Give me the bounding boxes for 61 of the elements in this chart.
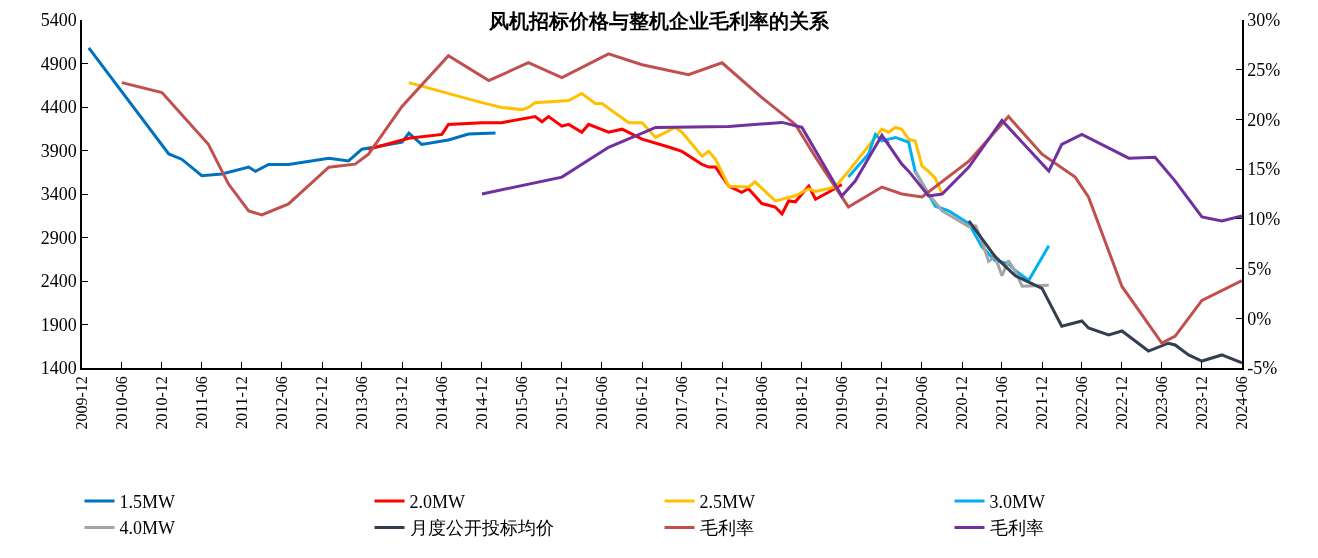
x-tick-label: 2018-06: [753, 376, 771, 430]
chart-title: 风机招标价格与整机企业毛利率的关系: [488, 9, 830, 32]
x-tick-label: 2021-06: [993, 376, 1011, 430]
x-tick-label: 2017-06: [673, 376, 691, 430]
y-tick-label: 5400: [40, 10, 77, 31]
x-tick-label: 2010-12: [153, 376, 171, 430]
x-tick-label: 2013-12: [393, 376, 411, 430]
line-series: [407, 81, 944, 203]
y2-tick-label: 25%: [1247, 60, 1281, 81]
x-tick-label: 2020-06: [913, 376, 931, 430]
x-tick-label: 2015-12: [553, 376, 571, 430]
x-tick-label: 2014-06: [433, 376, 451, 430]
x-tick-label: 2016-06: [593, 376, 611, 430]
y-tick-label: 3400: [40, 184, 77, 205]
legend-label: 2.0MW: [409, 492, 465, 513]
line-series: [967, 219, 1242, 365]
y-tick-label: 1400: [40, 358, 77, 379]
x-tick-label: 2017-12: [713, 376, 731, 430]
x-tick-label: 2011-12: [233, 376, 251, 429]
legend-label: 1.5MW: [119, 492, 175, 513]
y-tick-label: 2900: [40, 227, 77, 248]
x-tick-label: 2016-12: [633, 376, 651, 430]
line-series: [120, 52, 1242, 345]
x-tick-label: 2023-12: [1193, 376, 1211, 430]
x-tick-label: 2009-12: [73, 376, 91, 430]
x-tick-label: 2024-06: [1233, 376, 1251, 430]
legend-label: 毛利率: [989, 518, 1044, 539]
legend-label: 毛利率: [699, 518, 754, 539]
y-tick-label: 1900: [40, 314, 77, 335]
x-tick-label: 2012-12: [313, 376, 331, 430]
x-tick-label: 2022-06: [1073, 376, 1091, 430]
y2-tick-label: 15%: [1247, 159, 1281, 180]
x-tick-label: 2011-06: [193, 376, 211, 429]
y2-tick-label: 30%: [1247, 10, 1281, 31]
y-tick-label: 2400: [40, 271, 77, 292]
x-tick-label: 2010-06: [113, 376, 131, 430]
x-tick-label: 2014-12: [473, 376, 491, 430]
legend-label: 4.0MW: [119, 518, 175, 539]
y2-tick-label: -5%: [1247, 358, 1278, 379]
line-series: [87, 46, 498, 178]
x-tick-label: 2019-06: [833, 376, 851, 430]
x-tick-label: 2018-12: [793, 376, 811, 430]
y-tick-label: 4400: [40, 97, 77, 118]
x-tick-label: 2023-06: [1153, 376, 1171, 430]
x-tick-label: 2020-12: [953, 376, 971, 430]
y-tick-label: 3900: [40, 140, 77, 161]
y2-tick-label: 5%: [1247, 258, 1272, 279]
line-series: [480, 118, 1242, 223]
y2-tick-label: 10%: [1247, 209, 1281, 230]
legend-label: 3.0MW: [989, 492, 1045, 513]
x-tick-label: 2015-06: [513, 376, 531, 430]
y2-tick-label: 0%: [1247, 308, 1272, 329]
x-tick-label: 2022-12: [1113, 376, 1131, 430]
legend-label: 月度公开投标均价: [409, 518, 554, 539]
legend-label: 2.5MW: [699, 492, 755, 513]
y-tick-label: 4900: [40, 53, 77, 74]
x-tick-label: 2012-06: [273, 376, 291, 430]
x-tick-label: 2021-12: [1033, 376, 1051, 430]
x-tick-label: 2019-12: [873, 376, 891, 430]
y2-tick-label: 20%: [1247, 109, 1281, 130]
x-tick-label: 2013-06: [353, 376, 371, 430]
